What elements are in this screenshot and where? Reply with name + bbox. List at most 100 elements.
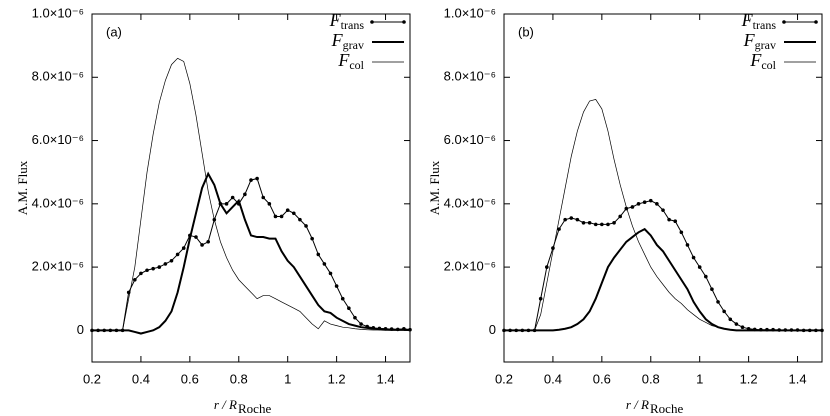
panel: 0 2.0×10⁻⁶ 4.0×10⁻⁶ 6.0×10⁻⁶ 8.0×10⁻⁶ 1.0×10⁻…: [427, 5, 824, 416]
data-point: [145, 268, 149, 273]
data-point: [353, 315, 357, 320]
y-tick-label: 0: [77, 322, 84, 337]
legend-dot: [782, 20, 786, 24]
data-point: [538, 296, 543, 301]
data-point: [642, 200, 647, 205]
data-point: [655, 202, 659, 206]
data-point: [636, 202, 641, 206]
panel-label: (a): [106, 24, 122, 39]
data-point: [151, 266, 155, 271]
data-point: [292, 211, 296, 216]
y-tick-label: 4.0×10⁻⁶: [444, 195, 496, 210]
data-point: [600, 222, 604, 227]
data-point: [230, 195, 235, 200]
legend-dot: [370, 20, 374, 24]
data-point: [679, 230, 684, 235]
y-tick-label: 0: [489, 322, 496, 337]
data-point: [163, 262, 168, 266]
y-tick-label: 8.0×10⁻⁶: [444, 69, 496, 84]
legend-dot: [402, 20, 406, 24]
legend-label: Fcol: [337, 50, 364, 72]
data-point: [667, 217, 671, 222]
data-point: [249, 178, 253, 182]
data-point: [734, 322, 739, 326]
data-point: [255, 176, 259, 181]
x-axis-label-sub: Roche: [238, 401, 271, 416]
y-tick-label: 4.0×10⁻⁶: [32, 195, 84, 210]
x-tick-label: 0.8: [642, 371, 660, 386]
series-line: [92, 171, 411, 335]
series-line: [92, 57, 410, 331]
series-line: [504, 200, 822, 331]
data-point: [334, 284, 339, 288]
data-point: [175, 252, 180, 257]
data-point: [139, 271, 143, 276]
x-tick-label: 0.8: [230, 371, 248, 386]
data-point: [243, 192, 247, 197]
data-point: [716, 300, 720, 304]
y-axis-label: A.M. Flux: [427, 160, 442, 215]
data-point: [261, 195, 266, 200]
data-point: [648, 198, 653, 203]
data-point: [316, 252, 321, 257]
x-tick-label: 0.6: [181, 371, 199, 386]
data-point: [557, 227, 561, 231]
data-point: [206, 239, 210, 244]
x-axis-label-sub: Roche: [650, 401, 683, 416]
x-tick-label: 0.2: [495, 371, 513, 386]
legend-label: Fgrav: [743, 30, 776, 52]
x-tick-label: 1.2: [740, 371, 758, 386]
x-tick-label: 1.2: [328, 371, 346, 386]
data-point: [728, 317, 733, 322]
x-tick-label: 1.4: [788, 371, 806, 386]
data-point: [328, 271, 333, 276]
data-point: [618, 214, 622, 219]
data-point: [740, 325, 745, 330]
data-point: [697, 265, 702, 269]
data-point: [575, 217, 580, 222]
x-tick-label: 0.2: [83, 371, 101, 386]
y-tick-label: 6.0×10⁻⁶: [32, 132, 84, 147]
data-point: [581, 221, 586, 225]
data-point: [273, 214, 278, 219]
legend-dot: [814, 20, 818, 24]
series-line: [504, 99, 822, 331]
y-tick-label: 2.0×10⁻⁶: [32, 259, 84, 274]
x-tick-label: 0.6: [593, 371, 611, 386]
x-tick-label: 1: [284, 371, 291, 386]
data-point: [691, 255, 696, 260]
data-point: [593, 222, 598, 227]
legend-label: Ftrans: [741, 10, 777, 32]
data-point: [285, 208, 290, 212]
data-point: [194, 235, 198, 239]
panel: 0 2.0×10⁻⁶ 4.0×10⁻⁶ 6.0×10⁻⁶ 8.0×10⁻⁶ 1.0×10⁻…: [15, 5, 412, 416]
y-tick-label: 6.0×10⁻⁶: [444, 132, 496, 147]
data-point: [267, 202, 272, 206]
data-point: [587, 221, 592, 225]
x-axis-label: r / R: [214, 397, 237, 412]
y-tick-label: 1.0×10⁻⁶: [32, 5, 84, 20]
data-point: [181, 246, 186, 250]
data-point: [545, 265, 549, 269]
y-tick-label: 8.0×10⁻⁶: [32, 69, 84, 84]
x-tick-label: 1.4: [376, 371, 394, 386]
legend-label: Fgrav: [331, 30, 364, 52]
data-point: [304, 224, 308, 228]
y-tick-label: 2.0×10⁻⁶: [444, 259, 496, 274]
data-point: [569, 216, 574, 220]
data-point: [133, 277, 137, 282]
data-point: [704, 274, 708, 279]
plot-frame: [91, 13, 411, 363]
data-point: [157, 265, 162, 269]
data-point: [224, 202, 229, 206]
data-point: [630, 205, 635, 209]
data-point: [347, 306, 351, 311]
data-point: [661, 208, 665, 212]
x-tick-label: 0.4: [544, 371, 562, 386]
x-tick-label: 0.4: [132, 371, 150, 386]
data-point: [685, 243, 690, 247]
x-tick-label: 1: [696, 371, 703, 386]
data-point: [169, 258, 174, 263]
data-point: [612, 221, 616, 225]
